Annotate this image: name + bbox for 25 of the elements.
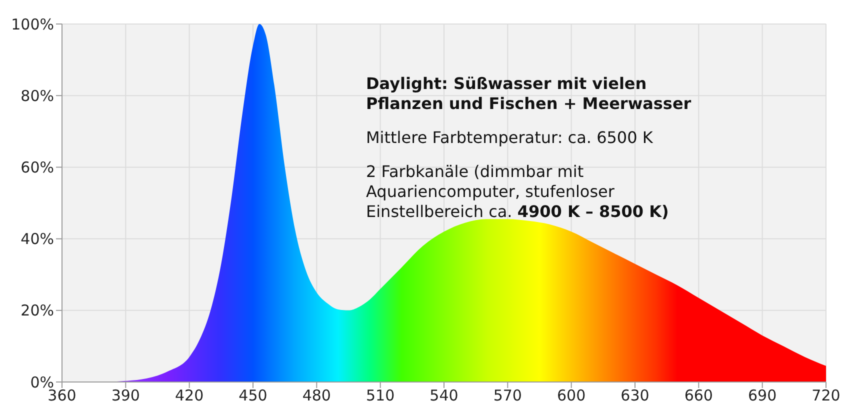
annotation: Daylight: Süßwasser mit vielen	[366, 74, 648, 94]
x-tick-label: 510	[366, 386, 395, 405]
annotation: 2 Farbkanäle (dimmbar mit	[366, 162, 585, 182]
x-tick-label: 630	[620, 386, 650, 405]
x-tick-label: 600	[557, 386, 586, 405]
x-tick-label: 540	[430, 386, 458, 405]
x-tick-label: 390	[111, 386, 140, 405]
annotation: Aquariencomputer, stufenloser	[366, 182, 616, 202]
x-tick-label: 570	[493, 386, 522, 405]
x-tick-label: 360	[48, 386, 76, 405]
annotation: 4900 K – 8500 K)	[517, 202, 669, 221]
x-tick-label: 420	[175, 386, 204, 405]
x-tick-label: 690	[748, 386, 777, 405]
y-tick-label: 100%	[11, 15, 54, 34]
x-tick-label: 480	[302, 386, 331, 405]
x-tick-label: 450	[238, 386, 268, 405]
y-tick-label: 20%	[20, 302, 54, 320]
y-tick-label: 80%	[20, 86, 54, 105]
annotation: Mittlere Farbtemperatur: ca. 6500 K	[366, 128, 654, 148]
x-tick-label: 720	[812, 386, 840, 405]
annotation: Einstellbereich ca.	[366, 202, 512, 221]
x-tick-label: 660	[684, 386, 713, 405]
y-tick-label: 40%	[20, 230, 54, 248]
y-tick-label: 60%	[20, 158, 54, 177]
annotation: Pflanzen und Fischen + Meerwasser	[366, 94, 692, 114]
